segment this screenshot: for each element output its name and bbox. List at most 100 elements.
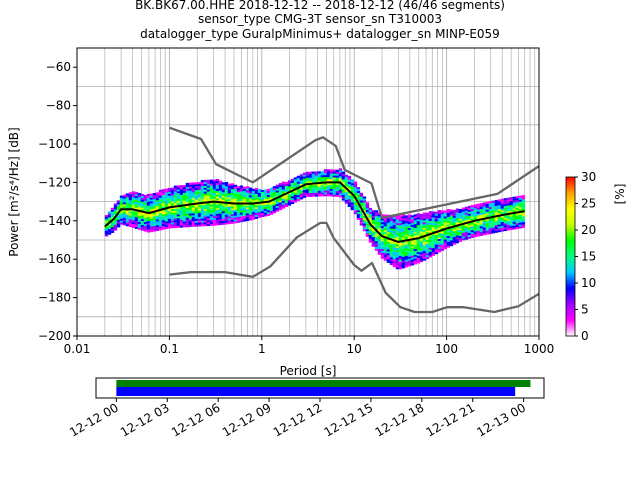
density-cell <box>389 226 394 229</box>
density-cell <box>164 223 169 226</box>
density-cell <box>251 208 256 211</box>
density-cell <box>146 213 151 216</box>
density-cell <box>140 228 145 231</box>
density-cell <box>104 228 109 231</box>
density-cell <box>140 197 145 200</box>
density-cell <box>194 193 199 196</box>
density-cell <box>404 232 409 235</box>
density-cells <box>104 168 526 270</box>
density-cell <box>515 221 520 224</box>
density-cell <box>122 211 127 214</box>
density-cell <box>317 186 322 189</box>
density-cell <box>377 218 382 221</box>
density-cell <box>509 199 514 202</box>
density-cell <box>395 221 400 224</box>
density-cell <box>167 197 172 200</box>
density-cell <box>188 184 193 187</box>
density-cell <box>197 182 202 185</box>
density-cell <box>164 211 169 214</box>
density-cell <box>383 214 388 217</box>
density-cell <box>332 190 337 193</box>
density-cell <box>224 220 229 223</box>
density-cell <box>215 217 220 220</box>
density-cell <box>173 210 178 213</box>
density-cell <box>107 215 112 218</box>
density-cell <box>416 230 421 233</box>
density-cell <box>374 235 379 238</box>
density-cell <box>518 203 523 206</box>
density-cell <box>173 199 178 202</box>
density-cell <box>461 226 466 229</box>
density-cell <box>419 252 424 255</box>
density-cell <box>119 197 124 200</box>
density-cell <box>419 248 424 251</box>
density-cell <box>386 226 391 229</box>
density-cell <box>182 198 187 201</box>
density-cell <box>125 222 130 225</box>
density-cell <box>215 188 220 191</box>
density-cell <box>404 224 409 228</box>
density-cell <box>509 218 514 221</box>
density-cell <box>188 182 193 185</box>
density-cell <box>314 177 319 180</box>
density-cell <box>191 215 196 218</box>
density-cell <box>245 197 250 200</box>
density-cell <box>341 181 346 184</box>
density-cell <box>257 190 262 193</box>
density-cell <box>377 250 382 253</box>
density-cell <box>437 240 442 243</box>
density-cell <box>413 258 418 261</box>
density-cell <box>182 217 187 220</box>
density-cell <box>107 217 112 220</box>
density-cell <box>377 214 382 217</box>
density-cell <box>170 222 175 225</box>
density-cell <box>191 222 196 225</box>
density-cell <box>293 179 298 182</box>
density-cell <box>272 190 277 193</box>
density-cell <box>119 212 124 215</box>
density-cell <box>479 208 484 211</box>
density-cell <box>131 216 136 219</box>
density-cell <box>389 218 394 221</box>
density-cell <box>449 221 454 224</box>
density-cell <box>380 252 385 255</box>
density-cell <box>341 194 346 197</box>
density-cell <box>470 222 475 225</box>
density-cell <box>359 202 364 205</box>
density-cell <box>230 212 235 215</box>
density-cell <box>110 207 115 210</box>
density-cell <box>185 223 190 226</box>
density-cell <box>242 198 247 201</box>
density-cell <box>452 234 457 238</box>
density-cell <box>383 237 388 240</box>
density-cell <box>239 198 244 202</box>
density-cell <box>212 192 217 195</box>
density-cell <box>359 194 364 197</box>
density-cell <box>359 211 364 215</box>
density-cell <box>485 222 490 226</box>
density-cell <box>395 219 400 222</box>
density-cell <box>269 212 274 215</box>
density-cell <box>161 225 166 228</box>
density-cell <box>206 187 211 190</box>
density-cell <box>497 220 502 223</box>
density-cell <box>521 216 526 219</box>
density-cell <box>464 225 469 229</box>
density-cell <box>434 250 439 253</box>
density-cell <box>146 224 151 227</box>
density-cell <box>437 242 442 245</box>
density-cell <box>446 237 451 240</box>
density-cell <box>188 186 193 189</box>
density-cell <box>407 227 412 230</box>
density-cell <box>482 213 487 217</box>
density-cell <box>512 213 517 217</box>
density-cell <box>128 213 133 216</box>
density-cell <box>188 207 193 210</box>
density-cell <box>491 217 496 220</box>
density-cell <box>515 209 520 212</box>
density-cell <box>197 216 202 219</box>
density-cell <box>221 195 226 198</box>
density-cell <box>464 233 469 236</box>
density-cell <box>131 191 136 194</box>
density-cell <box>458 228 463 231</box>
